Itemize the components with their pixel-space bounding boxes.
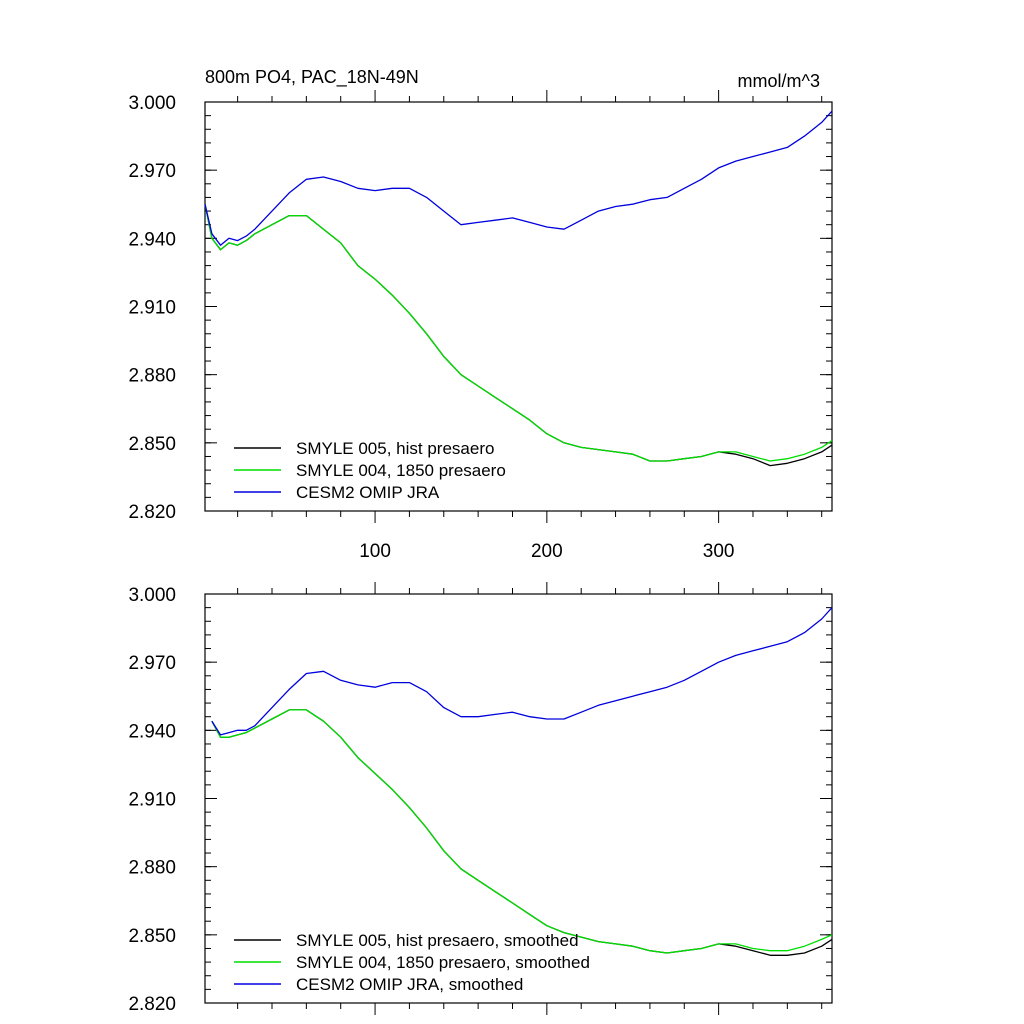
y-tick-label: 2.910 <box>128 790 176 811</box>
series-line-1 <box>211 709 833 956</box>
series-line-1 <box>204 204 833 467</box>
y-tick-label: 2.880 <box>128 858 176 879</box>
chart-title: 800m PO4, PAC_18N-49N <box>205 67 419 88</box>
y-tick-label: 2.910 <box>128 298 176 319</box>
series-line-3 <box>204 110 833 246</box>
series-line-2 <box>204 204 833 462</box>
units-label: mmol/m^3 <box>738 71 820 91</box>
x-tick-label: 300 <box>703 541 735 562</box>
legend-label: CESM2 OMIP JRA, smoothed <box>296 975 523 994</box>
y-tick-label: 3.000 <box>128 585 176 606</box>
y-tick-label: 2.970 <box>128 653 176 674</box>
x-tick-label: 200 <box>531 541 563 562</box>
series-line-2 <box>211 709 833 954</box>
y-tick-label: 2.970 <box>128 161 176 182</box>
y-tick-label: 2.880 <box>128 366 176 387</box>
y-tick-label: 3.000 <box>128 93 176 114</box>
y-tick-label: 2.940 <box>128 721 176 742</box>
y-tick-label: 2.850 <box>128 926 176 947</box>
legend-label: SMYLE 004, 1850 presaero <box>296 461 506 480</box>
legend-label: SMYLE 005, hist presaero <box>296 439 494 458</box>
bottom-panel: 2.820 2.850 2.880 2.910 2.940 2.970 3.000 SMYLE… <box>128 582 833 1015</box>
legend-label: CESM2 OMIP JRA <box>296 483 440 502</box>
legend-label: SMYLE 004, 1850 presaero, smoothed <box>296 953 590 972</box>
y-tick-label: 2.940 <box>128 229 176 250</box>
y-tick-label: 2.820 <box>128 502 176 523</box>
top-panel: 2.820 2.850 2.880 2.910 2.940 2.970 3.000 100 20… <box>128 90 833 562</box>
y-tick-label: 2.820 <box>128 994 176 1015</box>
series-line-3 <box>211 607 833 736</box>
x-tick-label: 100 <box>359 541 391 562</box>
legend-label: SMYLE 005, hist presaero, smoothed <box>296 931 579 950</box>
y-tick-label: 2.850 <box>128 434 176 455</box>
